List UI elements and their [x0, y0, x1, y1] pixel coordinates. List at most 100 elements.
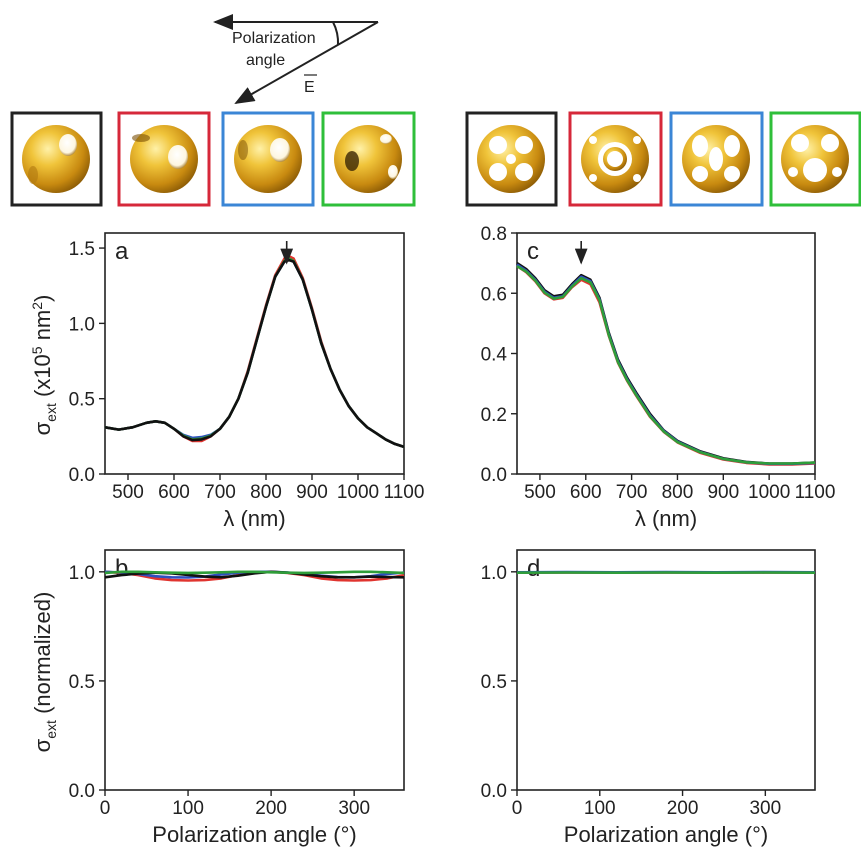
nanocage-opening [238, 140, 248, 160]
thumbnail-right-4 [769, 111, 861, 207]
panel-letter: a [115, 238, 129, 265]
nanoframe-opening [832, 167, 842, 177]
nanoframe-opening [692, 135, 708, 157]
plot-frame [104, 232, 405, 475]
panel-a: 500 600 700 800 900 1000 1100 0.0 0.5 1.0 1.5 λ (nm… [69, 232, 425, 531]
x-axis-title: Polarization angle (°) [564, 822, 768, 847]
nanocage-opening [270, 138, 290, 162]
x-tick-label: 1000 [337, 482, 379, 503]
x-tick-label: 900 [707, 482, 739, 503]
series-line [104, 570, 405, 575]
x-tick-label: 800 [662, 482, 694, 503]
thumbnails-left [10, 111, 416, 207]
thumbnails-right [465, 111, 861, 207]
y-axis-title-top: σext (x105 nm2) [29, 295, 59, 436]
polarization-label: Polarization [232, 30, 316, 47]
panel-c: 500 600 700 800 900 1000 1100 0.0 0.2 0.4 0.6 0.8 λ … [481, 224, 836, 531]
nanoframe-opening [589, 174, 597, 182]
nanoframe-opening [515, 136, 533, 154]
y-tick-label: 0.0 [481, 465, 507, 486]
nanoframe-opening [803, 158, 827, 182]
y-axis-title-bottom: σext (normalized) [30, 592, 59, 753]
nanocage-opening [388, 165, 398, 179]
y-tick-label: 0.8 [481, 224, 507, 245]
series-line [104, 258, 405, 449]
nanoframe-opening [506, 154, 516, 164]
nanocage-image [130, 125, 198, 193]
nanocage-opening [28, 166, 38, 184]
nanoframe-opening [633, 174, 641, 182]
thumbnail-left-3 [221, 111, 315, 207]
x-tick-label: 500 [112, 482, 144, 503]
y-tick-label: 1.0 [481, 563, 507, 584]
x-tick-label: 1100 [795, 482, 836, 503]
y-tick-label: 1.5 [69, 239, 95, 260]
angle-label: angle [246, 52, 285, 69]
nanoframe-opening [692, 166, 708, 182]
nanoframe-opening [709, 147, 723, 171]
plot-frame [516, 549, 816, 791]
x-tick-label: 800 [250, 482, 282, 503]
nanoframe-opening [489, 163, 507, 181]
nanocage-opening [168, 145, 188, 169]
nanoframe-opening [791, 134, 809, 152]
nanoframe-opening [821, 134, 839, 152]
y-tick-label: 0.0 [69, 465, 95, 486]
x-tick-label: 600 [158, 482, 190, 503]
plot-frame [516, 232, 816, 475]
panel-letter: d [527, 555, 540, 582]
x-tick-label: 0 [512, 798, 523, 819]
nanoframe-opening [633, 136, 641, 144]
nanocage-image [334, 125, 402, 193]
x-tick-label: 1100 [384, 482, 425, 503]
y-tick-label: 0.0 [481, 781, 507, 802]
x-tick-label: 300 [749, 798, 781, 819]
x-tick-label: 500 [524, 482, 556, 503]
y-tick-label: 0.2 [481, 405, 507, 426]
polarization-schematic: Polarization angle E [213, 14, 379, 104]
x-axis-title: λ (nm) [635, 506, 697, 531]
nanocage-opening [59, 134, 77, 156]
x-tick-label: 100 [584, 798, 616, 819]
panel-b: 0 100 200 300 0.0 0.5 1.0 Polarization angle (°… [69, 549, 405, 847]
nanoframe-opening [515, 163, 533, 181]
y-tick-label: 0.5 [69, 672, 95, 693]
thumbnail-right-1 [465, 111, 558, 207]
x-tick-label: 100 [172, 798, 204, 819]
x-tick-label: 700 [616, 482, 648, 503]
nanoframe-opening [607, 151, 623, 167]
x-tick-label: 200 [255, 798, 287, 819]
nanoframe-opening [788, 167, 798, 177]
x-tick-label: 300 [338, 798, 370, 819]
thumbnail-right-3 [669, 111, 764, 207]
x-axis-title: λ (nm) [223, 506, 285, 531]
nanocage-opening [380, 134, 392, 144]
nanoframe-opening [724, 166, 740, 182]
angle-arc [332, 21, 340, 46]
y-tick-label: 0.5 [481, 672, 507, 693]
thumbnail-left-2 [117, 111, 211, 207]
x-tick-label: 200 [667, 798, 699, 819]
x-tick-label: 600 [570, 482, 602, 503]
nanocage-opening [132, 134, 150, 142]
series-line [516, 264, 816, 465]
e-field-label: E [304, 79, 315, 96]
panel-d: 0 100 200 300 0.0 0.5 1.0 Polarization angle (°… [481, 549, 816, 847]
x-tick-label: 0 [100, 798, 111, 819]
nanoframe-opening [489, 136, 507, 154]
x-tick-label: 1000 [748, 482, 790, 503]
y-tick-label: 1.0 [69, 314, 95, 335]
y-tick-label: 1.0 [69, 563, 95, 584]
x-tick-label: 700 [204, 482, 236, 503]
plot-frame [104, 549, 405, 791]
nanoframe-opening [724, 135, 740, 157]
y-tick-label: 0.6 [481, 284, 507, 305]
x-tick-label: 900 [296, 482, 328, 503]
thumbnail-left-1 [10, 111, 103, 207]
panel-letter: c [527, 238, 539, 265]
thumbnail-right-2 [568, 111, 663, 207]
x-axis-title: Polarization angle (°) [152, 822, 356, 847]
y-tick-label: 0.4 [481, 345, 508, 366]
y-tick-label: 0.0 [69, 781, 95, 802]
